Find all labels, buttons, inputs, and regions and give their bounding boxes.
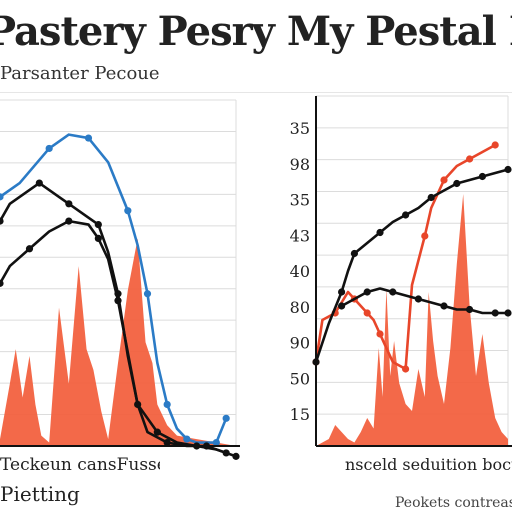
line-series-2 <box>314 168 509 363</box>
data-point <box>376 330 384 338</box>
data-point <box>143 290 152 298</box>
data-point <box>25 245 34 253</box>
area-series <box>316 194 508 446</box>
data-point <box>124 207 132 215</box>
right-footer-sublabel: Peokets contreas <box>395 495 512 511</box>
area-series <box>0 238 236 446</box>
data-point <box>376 228 384 237</box>
page-subtitle: Parsanter Pecoue <box>0 63 160 84</box>
data-point <box>402 365 410 373</box>
data-point <box>94 220 102 229</box>
data-point <box>35 179 43 187</box>
data-point <box>163 400 171 409</box>
data-point <box>183 435 191 443</box>
line-series-2 <box>0 181 227 455</box>
line-series-1 <box>0 133 228 444</box>
data-point <box>363 309 371 317</box>
data-point <box>402 211 410 219</box>
left-footer-label: Teckeun cansFussed <box>0 455 160 475</box>
y-tick-label: 40 <box>290 262 310 281</box>
y-tick-label: 50 <box>290 369 310 388</box>
data-point <box>414 295 422 303</box>
y-tick-label: 43 <box>290 226 310 245</box>
data-point <box>0 193 4 201</box>
data-point <box>504 309 512 317</box>
data-point <box>440 176 448 184</box>
y-tick-label: 80 <box>290 298 310 317</box>
y-tick-label: 35 <box>290 119 310 138</box>
data-point <box>491 141 499 149</box>
data-point <box>65 200 73 208</box>
data-point <box>65 217 73 225</box>
data-point <box>45 144 53 153</box>
right-footer-label: nsceld seduition bocuts <box>345 455 512 474</box>
left-chart <box>0 99 240 460</box>
page-title: Pastery Pesry My Pestal Pestal <box>0 8 512 55</box>
data-point <box>84 134 93 142</box>
subtitle-divider <box>0 92 512 93</box>
right-chart: 35 98 35 43 40 80 90 50 15 <box>290 95 512 447</box>
data-point <box>389 288 397 296</box>
y-tick-label: 15 <box>290 405 310 424</box>
data-point <box>453 179 461 188</box>
data-point <box>94 234 102 242</box>
data-point <box>427 193 435 202</box>
data-point <box>466 155 474 163</box>
data-point <box>114 297 122 305</box>
data-point <box>350 249 358 258</box>
data-point <box>466 305 474 314</box>
data-point <box>338 302 346 310</box>
data-point <box>232 452 240 460</box>
y-tick-label: 98 <box>290 155 310 174</box>
data-point <box>163 438 171 447</box>
data-point <box>363 288 371 296</box>
line-series-3 <box>0 219 237 458</box>
data-point <box>0 279 4 287</box>
data-point <box>222 414 230 422</box>
data-point <box>421 232 429 240</box>
data-point <box>0 217 4 225</box>
data-point <box>338 288 346 296</box>
data-point <box>153 428 161 436</box>
data-point <box>491 309 499 317</box>
data-point <box>440 302 448 310</box>
data-point <box>504 165 512 174</box>
data-point <box>478 172 486 181</box>
y-tick-label: 90 <box>290 334 310 353</box>
line-series-1 <box>314 143 496 371</box>
left-footer-sublabel: Pietting <box>0 482 80 506</box>
y-tick-label: 35 <box>290 191 310 210</box>
data-point <box>212 438 220 447</box>
